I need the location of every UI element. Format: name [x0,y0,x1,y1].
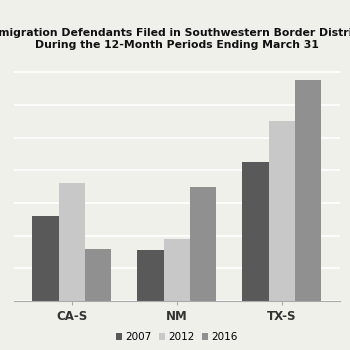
Bar [243,162,269,301]
Bar [164,239,190,301]
Legend: 2007, 2012, 2016: 2007, 2012, 2016 [116,332,238,342]
Bar [59,183,85,301]
Bar [138,250,164,301]
Bar [269,121,295,301]
Bar [295,80,321,301]
Title: Immigration Defendants Filed in Southwestern Border Districts
During the 12-Mont: Immigration Defendants Filed in Southwes… [0,28,350,50]
Bar [33,216,59,301]
Bar [85,249,111,301]
Bar [190,187,216,301]
